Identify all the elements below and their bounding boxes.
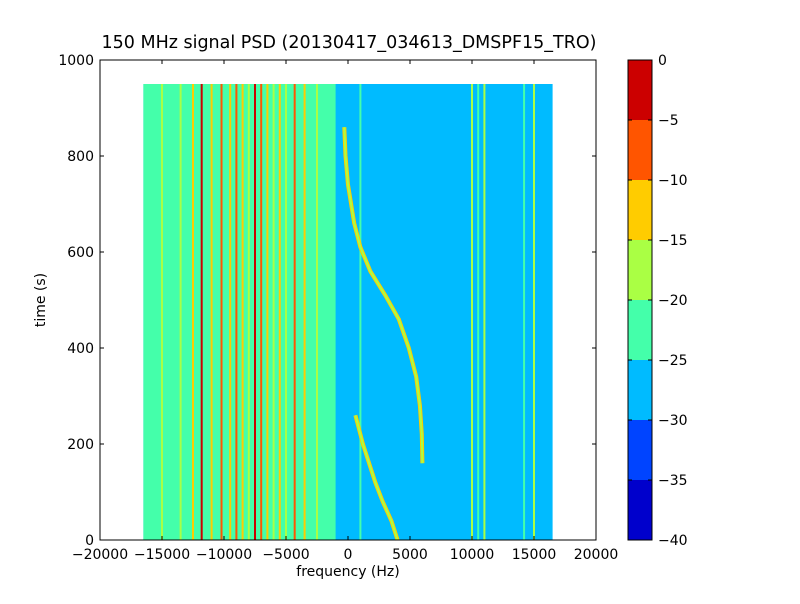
x-tick-label: 15000 <box>512 547 557 563</box>
y-axis: 0 200 400 600 800 1000 <box>58 53 596 549</box>
doppler-trace <box>354 414 399 541</box>
heatmap-layer <box>143 84 553 541</box>
colorbar-band <box>628 300 652 360</box>
colorbar-band <box>628 360 652 420</box>
y-tick-label: 400 <box>67 341 94 357</box>
colorbar-tick-label: −40 <box>658 533 688 549</box>
colorbar-band <box>628 240 652 300</box>
x-tick-label: −10000 <box>196 547 252 563</box>
colorbar-tick-label: −10 <box>658 173 688 189</box>
y-tick-label: 1000 <box>58 53 94 69</box>
plot-area: −20000 −15000 −10000 −5000 0 5000 10000 15000 20… <box>58 53 618 563</box>
colorbar-tick-label: −30 <box>658 413 688 429</box>
heatmap-region-left-transition-band <box>304 84 336 540</box>
x-tick-label: 10000 <box>450 547 495 563</box>
y-tick-label: 800 <box>67 149 94 165</box>
colorbar-band <box>628 480 652 540</box>
colorbar-band <box>628 60 652 120</box>
colorbar-band <box>628 120 652 180</box>
colorbar-band <box>628 180 652 240</box>
colorbar-band <box>628 420 652 480</box>
x-tick-label: −15000 <box>134 547 190 563</box>
colorbar-tick-label: 0 <box>658 53 667 69</box>
colorbar-tick-label: −15 <box>658 233 688 249</box>
colorbar: −40 −35 −30 −25 −20 −15 −10 −5 0 <box>627 53 688 549</box>
y-axis-label: time (s) <box>33 273 49 327</box>
x-tick-label: 5000 <box>392 547 428 563</box>
x-tick-label: 20000 <box>574 547 619 563</box>
colorbar-tick-label: −25 <box>658 353 688 369</box>
y-tick-label: 200 <box>67 437 94 453</box>
colorbar-tick-label: −20 <box>658 293 688 309</box>
doppler-trace <box>343 127 424 464</box>
y-tick-label: 0 <box>85 533 94 549</box>
x-tick-label: 0 <box>344 547 353 563</box>
x-tick-label: −5000 <box>262 547 309 563</box>
x-axis: −20000 −15000 −10000 −5000 0 5000 10000 15000 20… <box>72 60 618 563</box>
colorbar-tick-label: −5 <box>658 113 679 129</box>
chart-title: 150 MHz signal PSD (20130417_034613_DMSP… <box>102 33 597 53</box>
x-axis-label: frequency (Hz) <box>296 564 399 580</box>
colorbar-tick-label: −35 <box>658 473 688 489</box>
y-tick-label: 600 <box>67 245 94 261</box>
x-tick-label: −20000 <box>72 547 128 563</box>
